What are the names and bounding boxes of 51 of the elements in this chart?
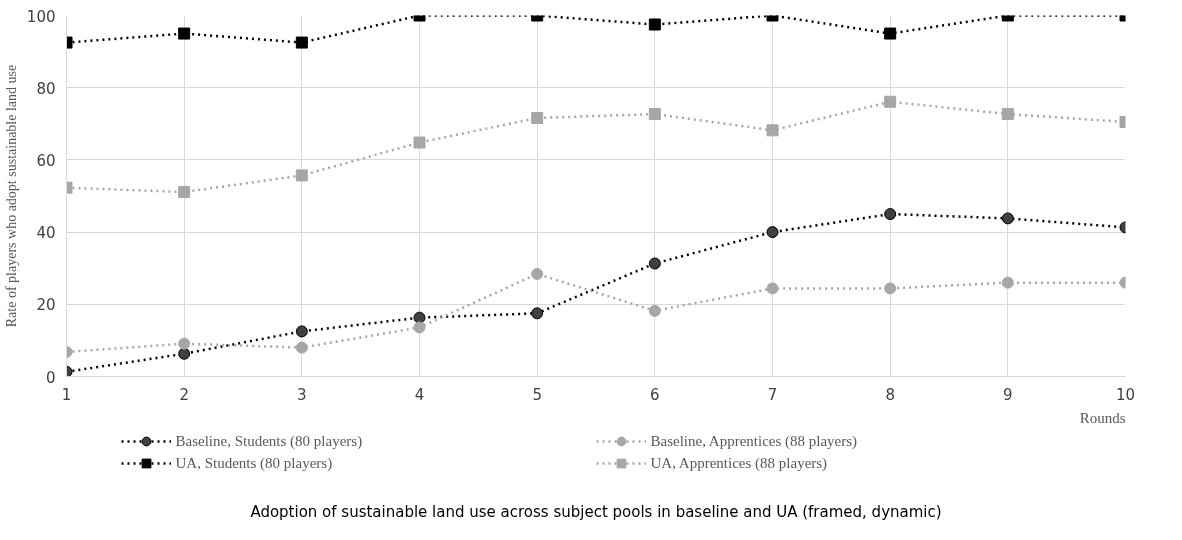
- y-tick-label: 40: [36, 224, 56, 243]
- legend-label: Baseline, Apprentices (88 players): [650, 431, 859, 451]
- x-tick-label: 5: [532, 385, 542, 404]
- point: [648, 257, 661, 270]
- point: [648, 108, 661, 121]
- point: [766, 226, 779, 239]
- y-tick-label: 0: [45, 368, 56, 387]
- legend-label: UA, Students (80 players): [175, 453, 334, 473]
- point: [178, 337, 191, 350]
- x-tick-label: 3: [297, 385, 307, 404]
- point: [531, 112, 544, 125]
- point: [1001, 276, 1014, 289]
- x-tick-label: 7: [767, 385, 778, 404]
- point: [766, 282, 779, 295]
- point: [413, 311, 426, 324]
- y-tick-label: 80: [36, 79, 56, 98]
- point: [413, 136, 426, 149]
- point: [648, 18, 661, 31]
- point: [1001, 212, 1014, 225]
- point: [178, 347, 191, 360]
- x-tick-label: 10: [1115, 385, 1136, 404]
- point: [884, 95, 897, 108]
- point: [884, 27, 897, 40]
- x-tick-label: 8: [885, 385, 895, 404]
- point: [531, 307, 544, 320]
- point: [531, 267, 544, 280]
- x-tick-label: 6: [650, 385, 660, 404]
- point: [295, 325, 308, 338]
- point: [295, 341, 308, 354]
- point: [884, 208, 897, 221]
- y-axis-title: Rate of players who adopt sustainable land use: [3, 64, 19, 328]
- legend-label: UA, Apprentices (88 players): [650, 453, 829, 473]
- point: [884, 282, 897, 295]
- point: [295, 169, 308, 182]
- point: [295, 36, 308, 49]
- legend-label: Baseline, Students (80 players): [175, 431, 364, 451]
- point: [1001, 108, 1014, 121]
- y-tick-label: 100: [26, 7, 56, 26]
- y-tick-label: 20: [36, 296, 56, 315]
- point: [413, 321, 426, 334]
- x-tick-label: 9: [1003, 385, 1013, 404]
- text: Adoption of sustainable land use across subject pools in baseline and UA (framed, dynamic): [250, 502, 942, 521]
- x-tick-label: 1: [61, 385, 72, 404]
- x-tick-label: 2: [179, 385, 189, 404]
- point: [178, 27, 191, 40]
- x-axis-title: Rounds: [1079, 409, 1126, 426]
- x-tick-label: 4: [414, 385, 425, 404]
- y-tick-label: 60: [36, 151, 56, 170]
- point: [648, 304, 661, 317]
- point: [178, 186, 191, 199]
- point: [766, 124, 779, 137]
